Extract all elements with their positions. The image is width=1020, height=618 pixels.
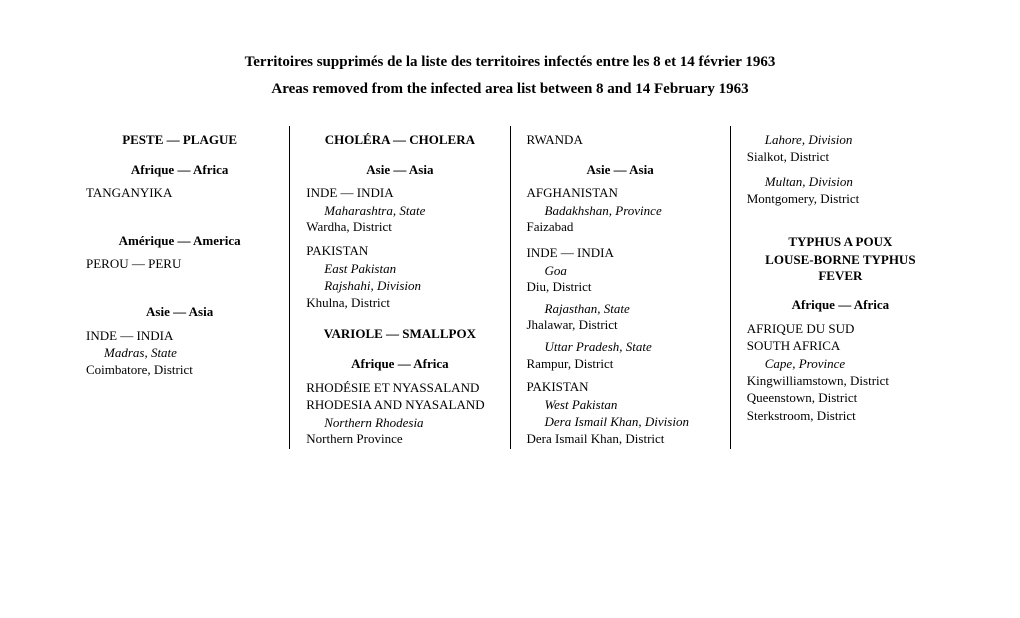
disease-smallpox: VARIOLE — SMALLPOX bbox=[306, 326, 493, 342]
country-rhodesia-en: RHODESIA AND NYASALAND bbox=[306, 397, 493, 413]
district-coimbatore: Coimbatore, District bbox=[86, 362, 273, 378]
continent-africa: Afrique — Africa bbox=[747, 297, 934, 313]
column-4: Lahore, Division Sialkot, District Multa… bbox=[730, 126, 950, 449]
region-northern-rhodesia: Northern Rhodesia bbox=[324, 415, 493, 431]
continent-asia: Asie — Asia bbox=[86, 304, 273, 320]
continent-asia: Asie — Asia bbox=[527, 162, 714, 178]
district-kingwilliamstown: Kingwilliamstown, District bbox=[747, 373, 934, 389]
region-lahore: Lahore, Division bbox=[765, 132, 934, 148]
district-dera-ismail-khan: Dera Ismail Khan, District bbox=[527, 431, 714, 447]
district-khulna: Khulna, District bbox=[306, 295, 493, 311]
region-badakhshan: Badakhshan, Province bbox=[545, 203, 714, 219]
continent-asia: Asie — Asia bbox=[306, 162, 493, 178]
disease-plague: PESTE — PLAGUE bbox=[86, 132, 273, 148]
country-tanganyika: TANGANYIKA bbox=[86, 185, 273, 201]
country-rhodesia-fr: RHODÉSIE ET NYASSALAND bbox=[306, 380, 493, 396]
country-rwanda: RWANDA bbox=[527, 132, 714, 148]
district-wardha: Wardha, District bbox=[306, 219, 493, 235]
district-northern-province: Northern Province bbox=[306, 431, 493, 447]
column-2: CHOLÉRA — CHOLERA Asie — Asia INDE — IND… bbox=[289, 126, 509, 449]
region-multan: Multan, Division bbox=[765, 174, 934, 190]
district-sterkstroom: Sterkstroom, District bbox=[747, 408, 934, 424]
country-india: INDE — INDIA bbox=[306, 185, 493, 201]
country-afghanistan: AFGHANISTAN bbox=[527, 185, 714, 201]
country-india: INDE — INDIA bbox=[86, 328, 273, 344]
district-rampur: Rampur, District bbox=[527, 356, 714, 372]
district-faizabad: Faizabad bbox=[527, 219, 714, 235]
disease-typhus-en: LOUSE-BORNE TYPHUS FEVER bbox=[747, 252, 934, 283]
region-goa: Goa bbox=[545, 263, 714, 279]
country-south-africa-en: SOUTH AFRICA bbox=[747, 338, 934, 354]
disease-typhus-fr: TYPHUS A POUX bbox=[747, 234, 934, 250]
district-montgomery: Montgomery, District bbox=[747, 191, 934, 207]
district-diu: Diu, District bbox=[527, 279, 714, 295]
continent-america: Amérique — America bbox=[86, 233, 273, 249]
region-rajasthan: Rajasthan, State bbox=[545, 301, 714, 317]
columns-container: PESTE — PLAGUE Afrique — Africa TANGANYI… bbox=[70, 126, 950, 449]
region-dera-ismail-khan-div: Dera Ismail Khan, Division bbox=[545, 414, 714, 430]
column-1: PESTE — PLAGUE Afrique — Africa TANGANYI… bbox=[70, 126, 289, 449]
country-pakistan: PAKISTAN bbox=[306, 243, 493, 259]
country-peru: PEROU — PERU bbox=[86, 256, 273, 272]
region-rajshahi: Rajshahi, Division bbox=[324, 278, 493, 294]
title-en: Areas removed from the infected area lis… bbox=[70, 81, 950, 98]
title-fr: Territoires supprimés de la liste des te… bbox=[70, 54, 950, 71]
region-madras: Madras, State bbox=[104, 345, 273, 361]
country-south-africa-fr: AFRIQUE DU SUD bbox=[747, 321, 934, 337]
title-block: Territoires supprimés de la liste des te… bbox=[70, 54, 950, 98]
district-queenstown: Queenstown, District bbox=[747, 390, 934, 406]
column-3: RWANDA Asie — Asia AFGHANISTAN Badakhsha… bbox=[510, 126, 730, 449]
region-uttar-pradesh: Uttar Pradesh, State bbox=[545, 339, 714, 355]
country-india: INDE — INDIA bbox=[527, 245, 714, 261]
district-jhalawar: Jhalawar, District bbox=[527, 317, 714, 333]
continent-africa: Afrique — Africa bbox=[86, 162, 273, 178]
disease-cholera: CHOLÉRA — CHOLERA bbox=[306, 132, 493, 148]
region-maharashtra: Maharashtra, State bbox=[324, 203, 493, 219]
document-page: Territoires supprimés de la liste des te… bbox=[0, 0, 1020, 479]
country-pakistan: PAKISTAN bbox=[527, 379, 714, 395]
region-west-pakistan: West Pakistan bbox=[545, 397, 714, 413]
continent-africa: Afrique — Africa bbox=[306, 356, 493, 372]
region-east-pakistan: East Pakistan bbox=[324, 261, 493, 277]
district-sialkot: Sialkot, District bbox=[747, 149, 934, 165]
region-cape: Cape, Province bbox=[765, 356, 934, 372]
